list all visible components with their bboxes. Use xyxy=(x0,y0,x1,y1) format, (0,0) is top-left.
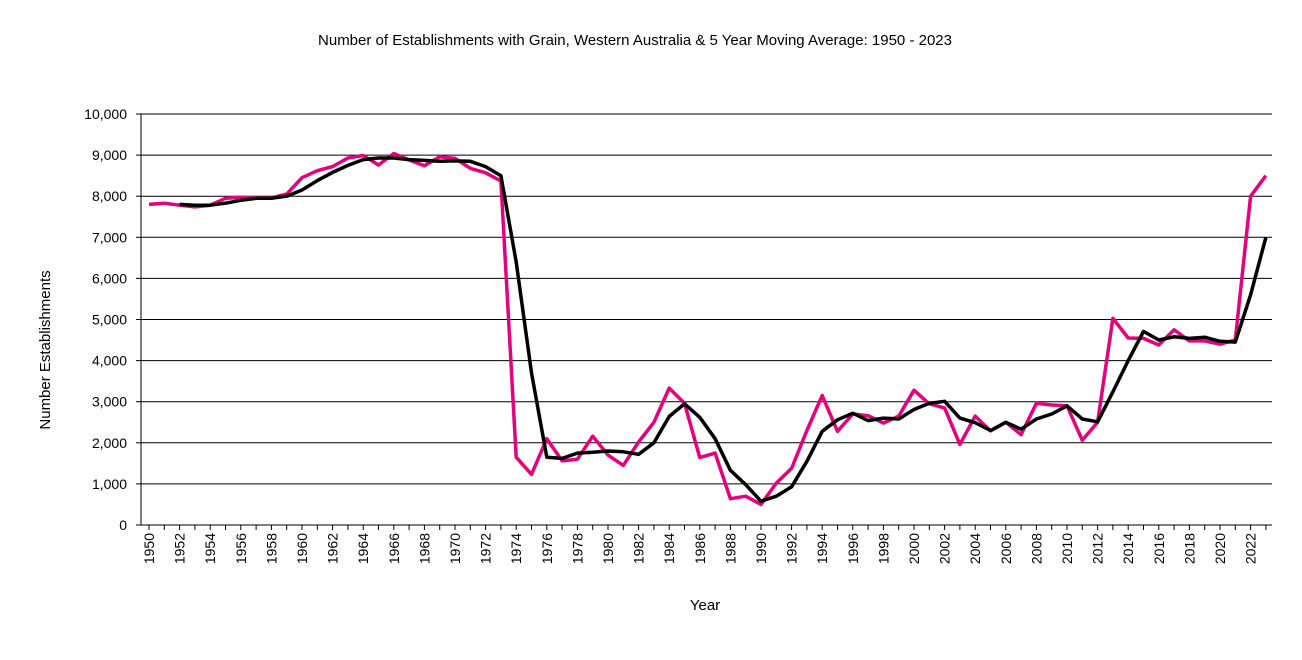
x-tick-label: 1984 xyxy=(661,533,677,564)
y-tick-label: 4,000 xyxy=(92,353,127,369)
x-tick-label: 1974 xyxy=(508,533,524,564)
x-tick-label: 1994 xyxy=(814,533,830,564)
x-tick-label: 1978 xyxy=(569,533,585,564)
series-establishments-line xyxy=(148,151,1268,507)
chart-title: Number of Establishments with Grain, Wes… xyxy=(318,32,952,49)
y-axis-title: Number Establishments xyxy=(37,270,54,429)
x-tick-label: 1964 xyxy=(355,533,371,564)
x-tick-label: 1998 xyxy=(875,533,891,564)
y-tick-label: 0 xyxy=(119,517,127,533)
x-tick-label: 1972 xyxy=(478,533,494,564)
x-tick-label: 2010 xyxy=(1059,533,1075,564)
y-tick-label: 9,000 xyxy=(92,147,127,163)
x-tick-label: 2020 xyxy=(1212,533,1228,564)
x-tick-label: 1954 xyxy=(202,533,218,564)
x-tick-label: 2006 xyxy=(998,533,1014,564)
x-tick-label: 1968 xyxy=(416,533,432,564)
x-tick-label: 1992 xyxy=(784,533,800,564)
x-tick-label: 1988 xyxy=(722,533,738,564)
x-tick-label: 1960 xyxy=(294,533,310,564)
x-tick-label: 1966 xyxy=(386,533,402,564)
y-tick-label: 8,000 xyxy=(92,188,127,204)
x-tick-label: 1958 xyxy=(263,533,279,564)
y-tick-label: 2,000 xyxy=(92,435,127,451)
x-tick-label: 2012 xyxy=(1090,533,1106,564)
x-tick-label: 1986 xyxy=(692,533,708,564)
x-tick-label: 2004 xyxy=(967,533,983,564)
y-tick-label: 7,000 xyxy=(92,229,127,245)
x-tick-label: 1952 xyxy=(172,533,188,564)
x-tick-label: 2016 xyxy=(1151,533,1167,564)
series-moving-average-line xyxy=(179,156,1268,503)
x-tick-label: 1990 xyxy=(753,533,769,564)
y-tick-label: 10,000 xyxy=(84,106,127,122)
x-tick-label: 1976 xyxy=(539,533,555,564)
y-tick-label: 5,000 xyxy=(92,312,127,328)
x-tick-label: 2018 xyxy=(1181,533,1197,564)
x-tick-label: 1982 xyxy=(631,533,647,564)
x-tick-label: 1970 xyxy=(447,533,463,564)
x-tick-label: 2014 xyxy=(1120,533,1136,564)
x-tick-label: 1956 xyxy=(233,533,249,564)
x-axis-ticks: 1950 1952 1954 1956 1958 1960 1962 1964 1966 1968… xyxy=(141,525,1267,564)
y-tick-label: 6,000 xyxy=(92,270,127,286)
x-tick-label: 1962 xyxy=(325,533,341,564)
y-tick-label: 3,000 xyxy=(92,394,127,410)
x-tick-label: 2002 xyxy=(937,533,953,564)
x-tick-label: 2022 xyxy=(1243,533,1259,564)
x-tick-label: 1950 xyxy=(141,533,157,564)
x-axis-title: Year xyxy=(690,597,720,614)
y-axis-ticks: 0 1,000 2,000 3,000 4,000 5,000 6,000 7,000 8,00… xyxy=(84,106,141,533)
x-tick-label: 1980 xyxy=(600,533,616,564)
y-tick-label: 1,000 xyxy=(92,476,127,492)
gridlines xyxy=(141,113,1272,485)
x-tick-label: 2000 xyxy=(906,533,922,564)
x-tick-label: 2008 xyxy=(1028,533,1044,564)
x-tick-label: 1996 xyxy=(845,533,861,564)
